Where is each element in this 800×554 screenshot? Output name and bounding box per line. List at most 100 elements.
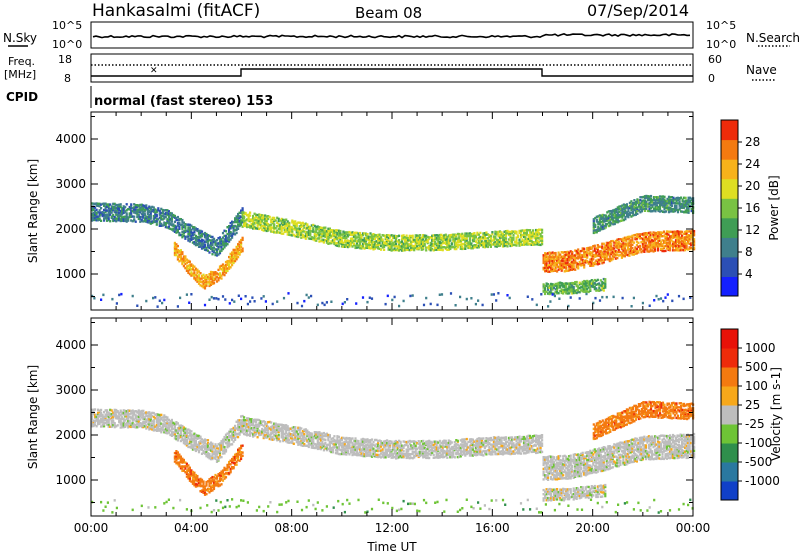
data-cell xyxy=(131,422,134,425)
data-cell xyxy=(598,282,601,285)
data-cell xyxy=(127,426,130,429)
data-cell xyxy=(471,239,474,243)
data-cell xyxy=(92,213,95,216)
data-cell xyxy=(146,207,149,210)
data-cell xyxy=(170,423,173,426)
data-cell xyxy=(357,238,360,242)
data-cell xyxy=(148,206,151,210)
data-cell xyxy=(285,228,288,231)
data-cell xyxy=(405,236,408,240)
data-cell xyxy=(673,204,677,208)
data-cell xyxy=(378,235,381,238)
data-cell xyxy=(252,223,255,226)
data-cell xyxy=(209,457,213,461)
data-cell xyxy=(553,264,556,267)
data-cell xyxy=(112,413,115,416)
data-cell xyxy=(271,302,274,306)
data-cell xyxy=(557,283,560,287)
data-cell xyxy=(434,234,437,237)
data-cell xyxy=(535,231,538,234)
data-cell xyxy=(650,243,654,247)
data-cell xyxy=(621,208,624,212)
data-cell xyxy=(231,255,234,258)
data-cell xyxy=(670,202,674,205)
data-cell xyxy=(610,246,613,250)
data-cell xyxy=(140,203,143,206)
data-cell xyxy=(170,214,173,217)
data-cell xyxy=(206,277,210,280)
data-cell xyxy=(590,254,593,257)
data-cell xyxy=(119,414,122,417)
data-cell xyxy=(452,245,455,249)
data-cell xyxy=(669,203,672,207)
data-cell xyxy=(214,240,217,243)
data-cell xyxy=(410,234,413,238)
data-cell xyxy=(644,241,647,245)
data-cell xyxy=(641,249,644,253)
data-cell xyxy=(373,247,377,250)
data-cell xyxy=(590,262,593,265)
data-cell xyxy=(592,250,595,253)
data-cell xyxy=(241,211,244,214)
data-cell xyxy=(175,243,178,246)
data-cell xyxy=(440,293,444,296)
data-cell xyxy=(115,415,118,419)
data-cell xyxy=(304,227,307,230)
data-cell xyxy=(319,239,322,243)
data-cell xyxy=(237,227,240,230)
data-cell xyxy=(544,284,547,288)
data-cell xyxy=(206,245,210,249)
data-cell xyxy=(188,240,191,243)
data-cell xyxy=(322,226,325,229)
data-cell xyxy=(202,232,205,236)
data-cell xyxy=(256,227,259,230)
data-cell xyxy=(334,236,337,239)
data-cell xyxy=(653,246,657,249)
data-cell xyxy=(396,240,399,243)
data-cell xyxy=(449,292,453,295)
data-cell xyxy=(211,450,214,453)
data-cell xyxy=(681,230,684,234)
data-cell xyxy=(429,244,432,247)
data-cell xyxy=(634,213,637,216)
data-cell xyxy=(100,298,103,301)
data-cell xyxy=(521,234,524,237)
data-cell xyxy=(608,244,611,248)
data-cell xyxy=(240,223,243,227)
data-cell xyxy=(485,243,488,247)
data-cell xyxy=(187,445,190,449)
data-cell xyxy=(300,233,303,236)
data-cell xyxy=(95,211,98,215)
data-cell xyxy=(240,451,243,454)
data-cell xyxy=(235,258,238,261)
data-cell xyxy=(489,234,492,238)
data-cell xyxy=(378,233,381,236)
data-cell xyxy=(423,234,426,237)
data-cell xyxy=(231,436,234,440)
data-cell xyxy=(593,255,596,258)
data-cell xyxy=(172,431,175,434)
data-cell xyxy=(188,263,191,266)
data-cell xyxy=(127,421,130,425)
data-cell xyxy=(562,267,565,270)
data-cell xyxy=(280,219,283,223)
data-cell xyxy=(164,422,167,425)
data-cell xyxy=(172,421,175,425)
data-cell xyxy=(176,258,179,261)
data-cell xyxy=(589,250,592,254)
data-cell xyxy=(589,288,592,291)
data-cell xyxy=(205,248,208,252)
data-cell xyxy=(640,203,643,207)
data-cell xyxy=(542,259,545,263)
data-cell xyxy=(212,446,216,450)
data-cell xyxy=(346,243,350,246)
data-cell xyxy=(619,213,622,217)
data-cell xyxy=(654,201,657,204)
data-cell xyxy=(399,245,402,248)
data-cell xyxy=(657,209,660,213)
data-cell xyxy=(146,422,149,425)
data-cell xyxy=(181,225,184,228)
data-cell xyxy=(226,440,229,443)
data-cell xyxy=(410,242,413,245)
data-cell xyxy=(231,259,234,262)
